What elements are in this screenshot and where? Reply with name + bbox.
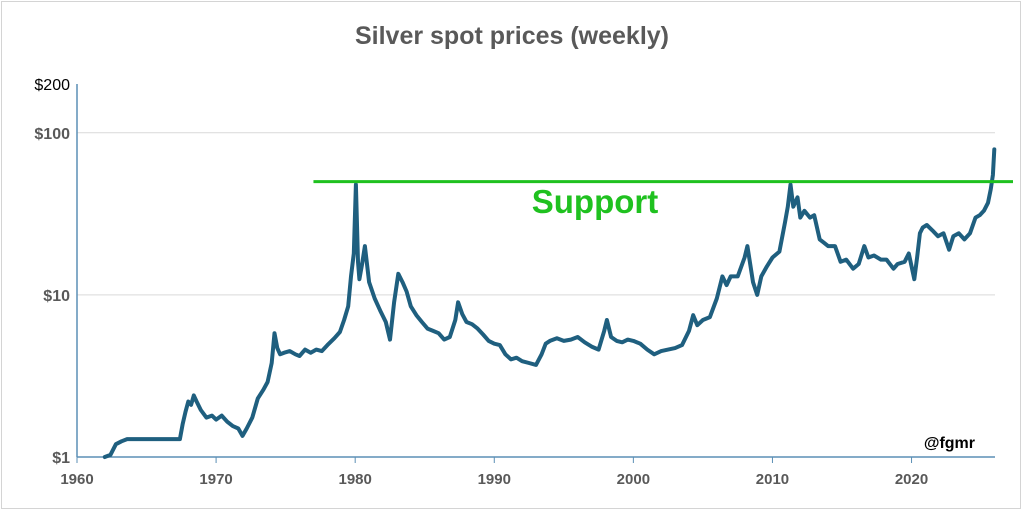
x-tick-label: 2000 <box>617 471 650 488</box>
y-tick-label: $10 <box>43 288 70 305</box>
x-tick-label: 2020 <box>895 471 928 488</box>
x-tick-label: 1980 <box>338 471 371 488</box>
axes <box>76 84 995 458</box>
x-tick-label: 1970 <box>199 471 232 488</box>
watermark-label: @fgmr <box>924 435 975 452</box>
series-group <box>102 147 997 459</box>
annotations: Support @fgmr <box>313 180 1013 452</box>
y-tick-label: $100 <box>34 126 70 143</box>
y-tick-label: $200 <box>34 77 70 94</box>
series-line-0 <box>102 147 997 459</box>
x-tick-label: 1960 <box>60 471 93 488</box>
x-axis-ticks: 1960 1970 1980 1990 2000 2010 2020 <box>60 457 928 488</box>
gridlines <box>77 132 995 296</box>
y-tick-label: $1 <box>52 450 70 467</box>
y-axis-ticks: $200 $100 $10 $1 <box>34 77 70 467</box>
x-tick-label: 2010 <box>756 471 789 488</box>
x-tick-label: 1990 <box>478 471 511 488</box>
support-label: Support <box>532 183 658 220</box>
chart-title: Silver spot prices (weekly) <box>354 22 670 50</box>
